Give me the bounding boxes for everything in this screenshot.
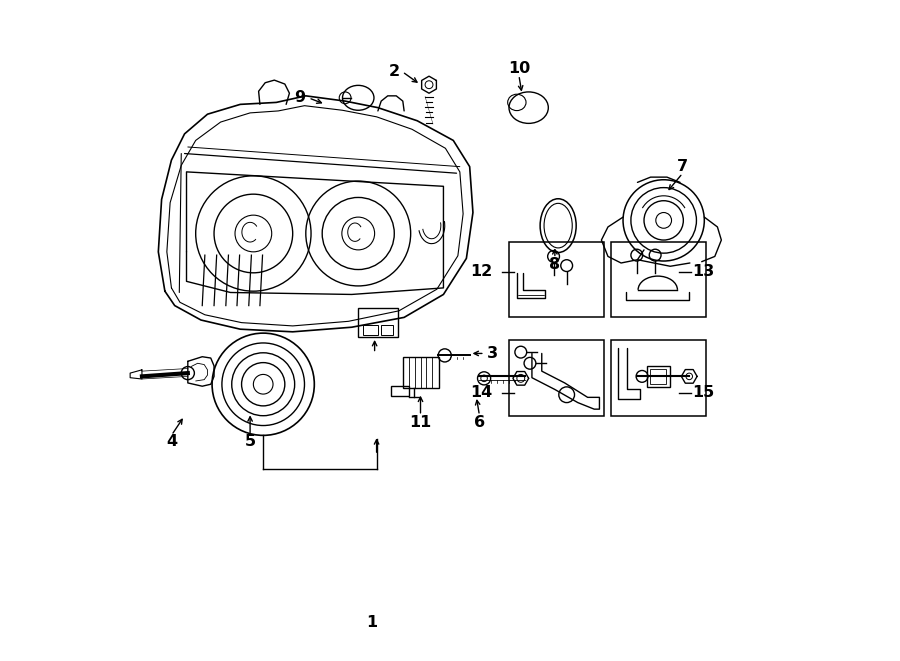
Bar xyxy=(646,366,670,387)
Text: 7: 7 xyxy=(677,159,688,174)
Text: 1: 1 xyxy=(365,615,377,630)
Bar xyxy=(391,385,410,396)
Bar xyxy=(358,307,398,337)
Bar xyxy=(610,340,706,416)
Text: 9: 9 xyxy=(293,91,305,105)
Text: 15: 15 xyxy=(692,385,715,401)
Bar xyxy=(650,369,666,383)
Text: 11: 11 xyxy=(410,414,432,430)
Bar xyxy=(509,340,604,416)
Bar xyxy=(364,325,378,335)
Text: 14: 14 xyxy=(471,385,492,401)
Text: 2: 2 xyxy=(389,64,400,79)
Text: 3: 3 xyxy=(487,346,499,361)
Text: 5: 5 xyxy=(245,434,256,449)
Text: 12: 12 xyxy=(471,264,492,279)
Text: 6: 6 xyxy=(474,414,485,430)
Bar xyxy=(403,357,439,388)
Text: 13: 13 xyxy=(692,264,715,279)
Text: 8: 8 xyxy=(549,257,561,272)
Bar xyxy=(610,242,706,317)
Text: 10: 10 xyxy=(508,61,530,76)
Text: 4: 4 xyxy=(166,434,177,449)
Bar xyxy=(382,325,393,335)
Bar xyxy=(509,242,604,317)
